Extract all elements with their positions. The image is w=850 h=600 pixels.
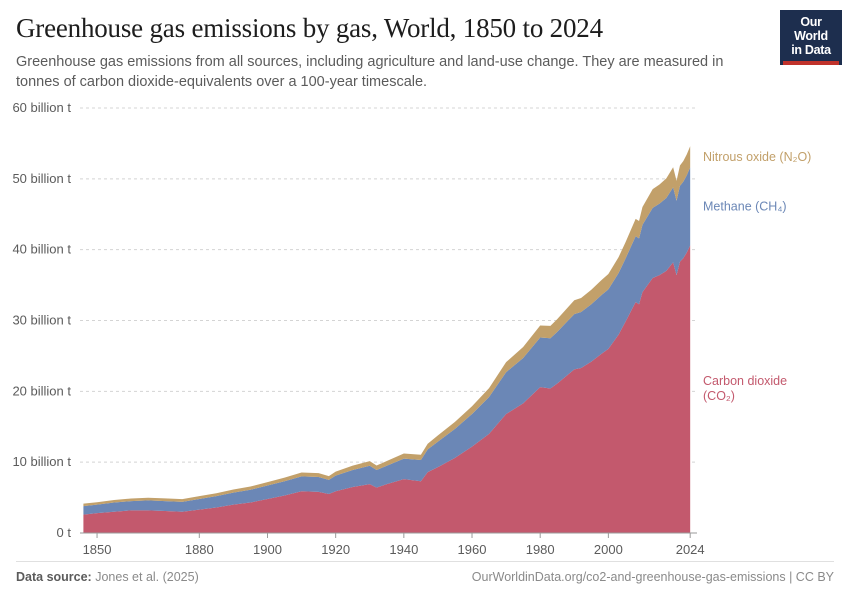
axis-group: [80, 532, 697, 538]
area-series-group[interactable]: [83, 146, 691, 534]
attribution-link[interactable]: OurWorldinData.org/co2-and-greenhouse-ga…: [471, 570, 834, 584]
plot-area: 0 t 10 billion t 20 billion t 30 billion t 4…: [0, 100, 850, 560]
footer-divider: [16, 561, 834, 562]
x-axis-tick-label: 1850: [83, 542, 112, 557]
y-axis-tick-labels: 0 t 10 billion t 20 billion t 30 billion t 4…: [12, 100, 71, 540]
chart-footer: Data source: Jones et al. (2025) OurWorl…: [16, 568, 834, 586]
series-label: Methane (CH₄): [703, 199, 787, 213]
series-labels: Nitrous oxide (N₂O) Methane (CH₄) Carbon d…: [703, 150, 811, 403]
owid-logo-line1: Our World: [794, 15, 828, 43]
area-series[interactable]: [83, 167, 691, 515]
owid-logo-line2: in Data: [791, 43, 831, 57]
series-label: Carbon dioxide (CO₂): [703, 374, 787, 403]
x-axis-tick-label: 2000: [594, 542, 623, 557]
y-axis-tick-label: 50 billion t: [12, 171, 71, 186]
data-source-value: Jones et al. (2025): [95, 570, 199, 584]
x-axis-tick-label: 1920: [321, 542, 350, 557]
data-source: Data source: Jones et al. (2025): [16, 570, 199, 584]
y-axis-tick-label: 40 billion t: [12, 242, 71, 257]
y-axis-tick-label: 20 billion t: [12, 383, 71, 398]
chart-header: Greenhouse gas emissions by gas, World, …: [16, 12, 756, 92]
x-axis-tick-label: 1880: [185, 542, 214, 557]
area-series[interactable]: [83, 245, 691, 534]
series-label: Nitrous oxide (N₂O): [703, 150, 811, 164]
y-axis-tick-label: 0 t: [57, 525, 72, 540]
x-axis-tick-label: 1960: [458, 542, 487, 557]
x-axis-tick-label: 2024: [676, 542, 705, 557]
x-axis-tick-labels: 1850 1880 1900 1920 1940 1960 1980 2000 2024: [83, 542, 705, 557]
page-title: Greenhouse gas emissions by gas, World, …: [16, 13, 603, 43]
x-axis-tick-label: 1940: [389, 542, 418, 557]
y-axis-tick-label: 10 billion t: [12, 454, 71, 469]
x-axis-tick-label: 1900: [253, 542, 282, 557]
y-axis-tick-label: 30 billion t: [12, 313, 71, 328]
chart-subtitle: Greenhouse gas emissions from all source…: [16, 54, 724, 90]
stacked-area-chart[interactable]: 0 t 10 billion t 20 billion t 30 billion t 4…: [0, 100, 850, 560]
data-source-label: Data source:: [16, 570, 92, 584]
x-axis-tick-label: 1980: [526, 542, 555, 557]
owid-logo[interactable]: Our World in Data: [780, 10, 842, 65]
y-axis-tick-label: 60 billion t: [12, 100, 71, 115]
owid-logo-rule: [783, 61, 839, 65]
